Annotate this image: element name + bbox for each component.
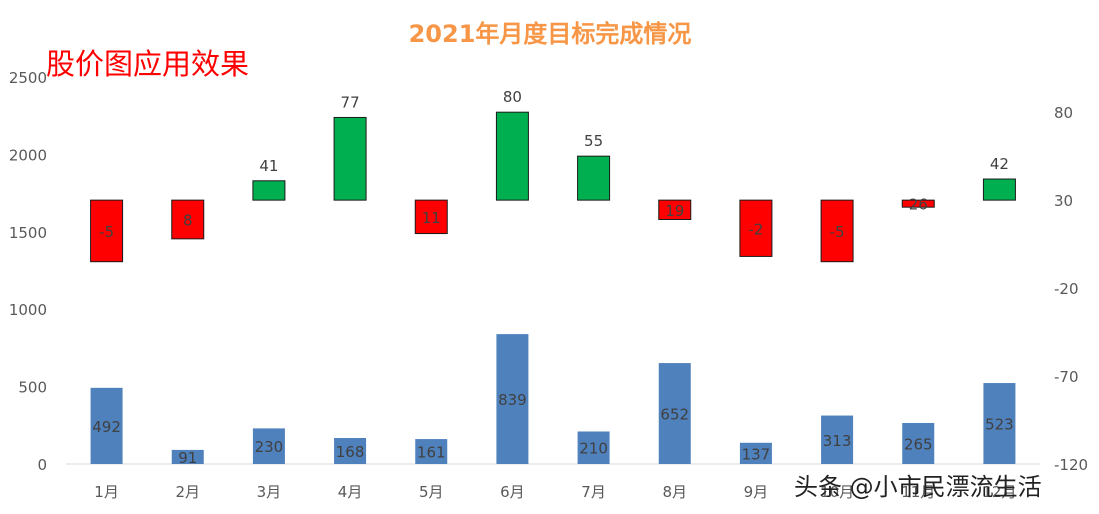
left-axis-tick: 0 xyxy=(37,456,47,474)
right-axis: -120 -70 -20 30 80 xyxy=(1054,104,1088,474)
candle-body xyxy=(495,111,529,201)
candle-data-label: -5 xyxy=(99,223,114,241)
bar-data-label: 91 xyxy=(178,449,197,467)
bar xyxy=(496,334,529,464)
x-axis-tick: 7月 xyxy=(581,483,606,501)
bar-data-label: 523 xyxy=(985,416,1014,434)
x-axis-tick: 1月 xyxy=(94,483,119,501)
candle-data-label: 8 xyxy=(183,211,193,229)
candle-data-label: 26 xyxy=(909,196,928,214)
right-axis-tick: -20 xyxy=(1054,280,1079,298)
bar-data-label: 652 xyxy=(660,406,689,424)
bar xyxy=(415,439,448,464)
candle-body xyxy=(820,199,854,263)
x-axis-tick: 2月 xyxy=(175,483,200,501)
candle-data-label: -2 xyxy=(748,220,763,238)
bar-series: 492 91 230 168 161 839 210 652 137 313 265 523 xyxy=(90,334,1016,467)
x-axis-tick: 3月 xyxy=(257,483,282,501)
watermark: 头条 @小市民漂流生活 xyxy=(794,473,1042,501)
x-axis-tick: 11月 xyxy=(901,483,935,501)
candle-body xyxy=(739,199,773,257)
bar xyxy=(739,442,772,464)
candle-data-label: 77 xyxy=(341,93,360,111)
chart-subtitle: 股价图应用效果 xyxy=(46,47,249,81)
bar-data-label: 161 xyxy=(417,444,446,462)
candle-body xyxy=(982,178,1016,201)
candle-body xyxy=(333,116,367,201)
candle-body xyxy=(171,199,205,240)
x-axis-tick: 4月 xyxy=(338,483,363,501)
left-axis-tick: 1000 xyxy=(9,301,47,319)
candle-data-label: 55 xyxy=(584,132,603,150)
candle-body xyxy=(577,155,611,201)
x-axis-tick: 6月 xyxy=(500,483,525,501)
bar-data-label: 313 xyxy=(823,432,852,450)
bar xyxy=(658,363,691,464)
bar-data-label: 230 xyxy=(255,438,284,456)
candle-data-label: 41 xyxy=(259,157,278,175)
left-axis-tick: 2000 xyxy=(9,146,47,164)
x-axis-tick: 10月 xyxy=(820,483,854,501)
x-axis-tick: 8月 xyxy=(662,483,687,501)
bar xyxy=(90,387,123,464)
candle-body xyxy=(414,199,448,235)
candlestick-series: -5 8 41 77 11 80 55 19 -2 -5 26 42 xyxy=(90,88,1016,263)
x-axis-tick: 9月 xyxy=(744,483,769,501)
bar-data-label: 492 xyxy=(92,418,121,436)
candle-data-label: 11 xyxy=(422,209,441,227)
candle-body xyxy=(658,199,692,220)
right-axis-tick: -70 xyxy=(1054,368,1079,386)
chart-title: 2021年月度目标完成情况 xyxy=(409,20,692,48)
bar-data-label: 168 xyxy=(336,443,365,461)
bar xyxy=(252,428,285,464)
x-axis-labels: 1月 2月 3月 4月 5月 6月 7月 8月 9月 10月 11月 12月 xyxy=(94,483,1016,501)
bar xyxy=(821,415,854,464)
left-axis: 0 500 1000 1500 2000 2500 xyxy=(9,69,47,474)
right-axis-tick: 80 xyxy=(1054,104,1073,122)
bar-data-label: 210 xyxy=(579,440,608,458)
left-axis-tick: 1500 xyxy=(9,224,47,242)
bar xyxy=(334,437,367,464)
candle-data-label: 19 xyxy=(665,202,684,220)
bar-data-label: 137 xyxy=(742,445,771,463)
candle-data-label: 42 xyxy=(990,155,1009,173)
bar-data-label: 265 xyxy=(904,435,933,453)
candle-data-label: -5 xyxy=(830,223,845,241)
bar xyxy=(171,449,204,464)
left-axis-tick: 2500 xyxy=(9,69,47,87)
bar xyxy=(577,431,610,464)
candle-body xyxy=(90,199,124,263)
bar-data-label: 839 xyxy=(498,391,527,409)
left-axis-tick: 500 xyxy=(18,379,47,397)
x-axis-tick: 12月 xyxy=(982,483,1016,501)
candle-body xyxy=(252,180,286,201)
x-axis-tick: 5月 xyxy=(419,483,444,501)
right-axis-tick: -120 xyxy=(1054,456,1088,474)
bar xyxy=(902,422,935,464)
bar xyxy=(983,383,1016,464)
candle-body xyxy=(901,199,935,208)
candle-data-label: 80 xyxy=(503,88,522,106)
right-axis-tick: 30 xyxy=(1054,192,1073,210)
